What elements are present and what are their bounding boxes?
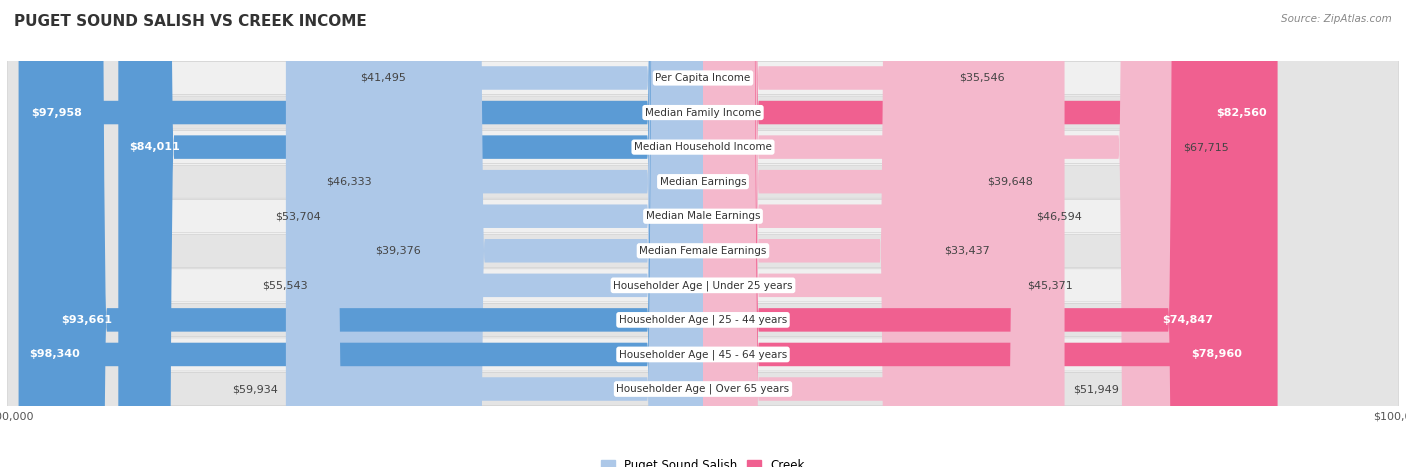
FancyBboxPatch shape <box>703 0 1019 467</box>
Text: $82,560: $82,560 <box>1216 107 1267 118</box>
Text: Median Female Earnings: Median Female Earnings <box>640 246 766 256</box>
FancyBboxPatch shape <box>703 0 936 467</box>
Text: $67,715: $67,715 <box>1182 142 1229 152</box>
FancyBboxPatch shape <box>21 0 703 467</box>
FancyBboxPatch shape <box>18 0 703 467</box>
Text: $39,376: $39,376 <box>375 246 420 256</box>
FancyBboxPatch shape <box>329 0 703 467</box>
Text: $53,704: $53,704 <box>276 211 321 221</box>
Text: $97,958: $97,958 <box>32 107 83 118</box>
FancyBboxPatch shape <box>7 0 1399 467</box>
Text: $84,011: $84,011 <box>129 142 180 152</box>
FancyBboxPatch shape <box>7 0 1399 467</box>
Text: Median Male Earnings: Median Male Earnings <box>645 211 761 221</box>
Text: Median Earnings: Median Earnings <box>659 177 747 187</box>
FancyBboxPatch shape <box>7 0 1399 467</box>
FancyBboxPatch shape <box>7 0 1399 467</box>
FancyBboxPatch shape <box>51 0 703 467</box>
Text: $46,333: $46,333 <box>326 177 373 187</box>
Text: Median Household Income: Median Household Income <box>634 142 772 152</box>
Text: Per Capita Income: Per Capita Income <box>655 73 751 83</box>
FancyBboxPatch shape <box>7 0 1399 467</box>
FancyBboxPatch shape <box>381 0 703 467</box>
FancyBboxPatch shape <box>316 0 703 467</box>
Text: Householder Age | Over 65 years: Householder Age | Over 65 years <box>616 384 790 394</box>
FancyBboxPatch shape <box>703 0 1223 467</box>
Text: $35,546: $35,546 <box>959 73 1004 83</box>
FancyBboxPatch shape <box>703 0 979 467</box>
Text: PUGET SOUND SALISH VS CREEK INCOME: PUGET SOUND SALISH VS CREEK INCOME <box>14 14 367 29</box>
Text: $46,594: $46,594 <box>1036 211 1081 221</box>
FancyBboxPatch shape <box>429 0 703 467</box>
Text: $98,340: $98,340 <box>30 349 80 360</box>
FancyBboxPatch shape <box>7 0 1399 467</box>
FancyBboxPatch shape <box>7 0 1399 467</box>
Text: $59,934: $59,934 <box>232 384 277 394</box>
FancyBboxPatch shape <box>7 0 1399 467</box>
Text: $51,949: $51,949 <box>1073 384 1119 394</box>
Text: Source: ZipAtlas.com: Source: ZipAtlas.com <box>1281 14 1392 24</box>
FancyBboxPatch shape <box>703 0 1064 467</box>
FancyBboxPatch shape <box>703 0 1253 467</box>
Text: $39,648: $39,648 <box>987 177 1033 187</box>
FancyBboxPatch shape <box>7 0 1399 467</box>
FancyBboxPatch shape <box>7 0 1399 467</box>
Text: $33,437: $33,437 <box>943 246 990 256</box>
Text: $55,543: $55,543 <box>263 280 308 290</box>
FancyBboxPatch shape <box>415 0 703 467</box>
FancyBboxPatch shape <box>703 0 950 467</box>
Text: Householder Age | 25 - 44 years: Householder Age | 25 - 44 years <box>619 315 787 325</box>
FancyBboxPatch shape <box>703 0 1174 467</box>
FancyBboxPatch shape <box>285 0 703 467</box>
Text: Householder Age | Under 25 years: Householder Age | Under 25 years <box>613 280 793 290</box>
Text: $45,371: $45,371 <box>1028 280 1073 290</box>
FancyBboxPatch shape <box>703 0 1028 467</box>
Text: $93,661: $93,661 <box>62 315 112 325</box>
Legend: Puget Sound Salish, Creek: Puget Sound Salish, Creek <box>596 454 810 467</box>
Text: $41,495: $41,495 <box>360 73 406 83</box>
Text: Median Family Income: Median Family Income <box>645 107 761 118</box>
Text: $78,960: $78,960 <box>1191 349 1241 360</box>
Text: Householder Age | 45 - 64 years: Householder Age | 45 - 64 years <box>619 349 787 360</box>
FancyBboxPatch shape <box>703 0 1278 467</box>
Text: $74,847: $74,847 <box>1163 315 1213 325</box>
FancyBboxPatch shape <box>118 0 703 467</box>
